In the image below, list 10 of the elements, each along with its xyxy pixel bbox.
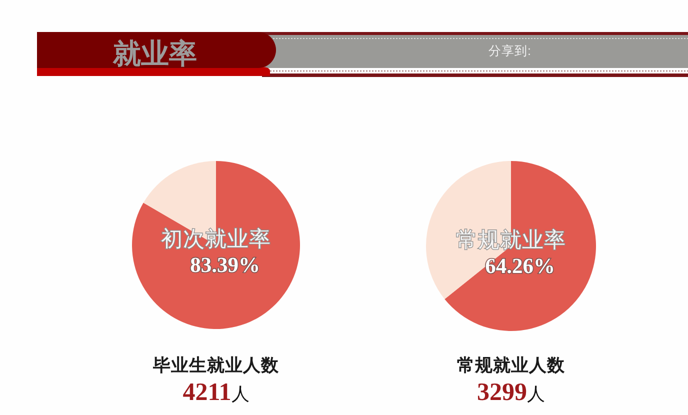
text: 分享到: [488,43,531,58]
text: 4211人 [182,379,250,406]
pie-slice [132,161,300,329]
text: 常规就业人数 [457,355,566,375]
data-label: 83.39% [190,253,260,277]
pie-slice [444,161,596,331]
text: 就业率 [112,38,197,69]
text: 3299人 [477,379,545,406]
data-label: 64.26% [485,254,555,278]
text: 毕业生就业人数 [152,355,280,375]
